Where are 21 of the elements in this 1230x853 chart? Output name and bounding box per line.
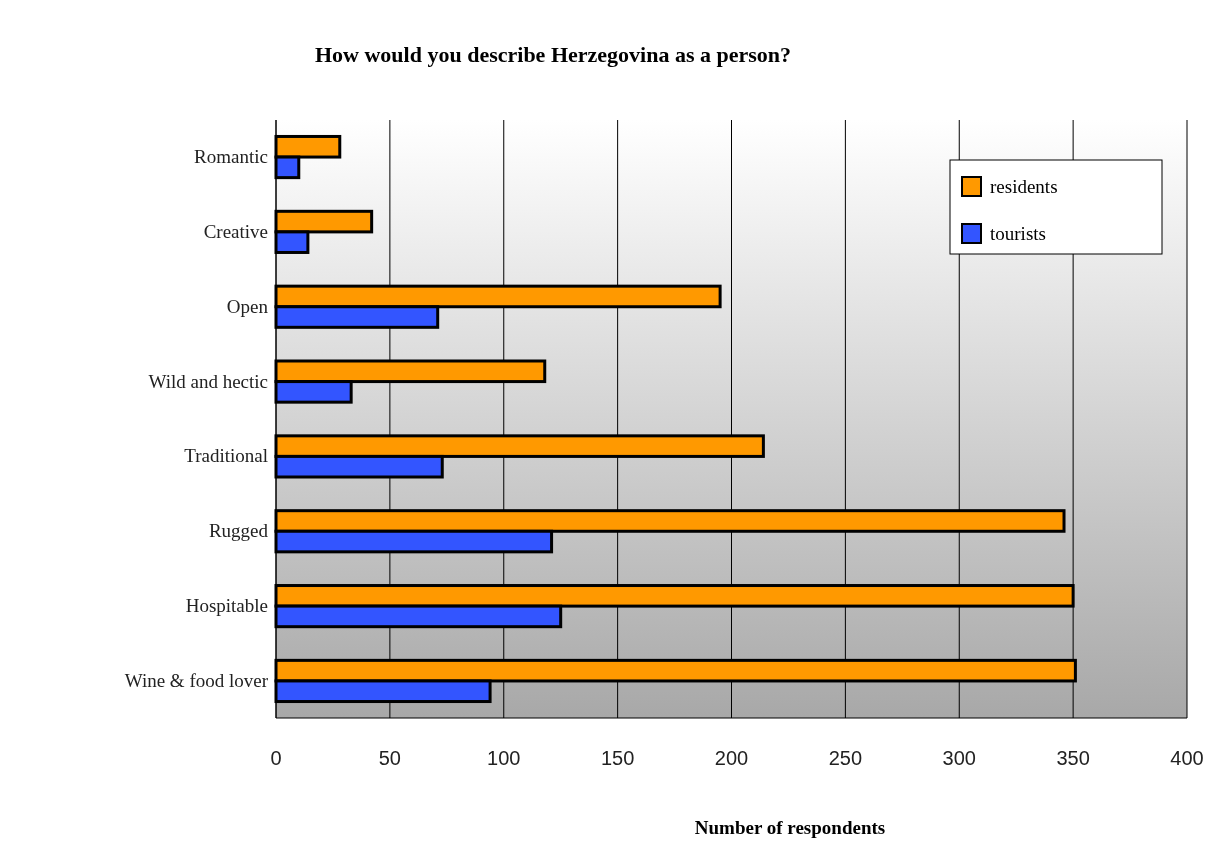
x-tick-label: 200 — [714, 747, 749, 769]
y-tick-label: Hospitable — [185, 595, 268, 617]
y-tick-label: Rugged — [208, 520, 269, 542]
y-tick-label: Wild and hectic — [148, 370, 268, 392]
x-tick-label: 250 — [828, 747, 863, 769]
x-tick-label: 400 — [1170, 747, 1204, 769]
x-tick-label: 150 — [600, 747, 635, 769]
y-tick-label: Wine & food lover — [124, 669, 269, 691]
y-tick-label: Traditional — [184, 445, 268, 467]
x-tick-label: 0 — [270, 747, 282, 769]
chart-title: How would you describe Herzegovina as a person? — [314, 42, 792, 67]
x-tick-label: 300 — [942, 747, 976, 769]
x-tick-label: 100 — [487, 747, 521, 769]
y-tick-label: Creative — [203, 220, 268, 242]
legend-label: residents — [990, 176, 1058, 197]
x-axis-title: Number of respondents — [694, 817, 886, 838]
x-tick-label: 350 — [1056, 747, 1090, 769]
legend-label: tourists — [990, 223, 1046, 244]
y-tick-label: Romantic — [194, 146, 268, 168]
x-tick-label: 50 — [378, 747, 401, 769]
y-tick-label: Open — [226, 295, 269, 317]
